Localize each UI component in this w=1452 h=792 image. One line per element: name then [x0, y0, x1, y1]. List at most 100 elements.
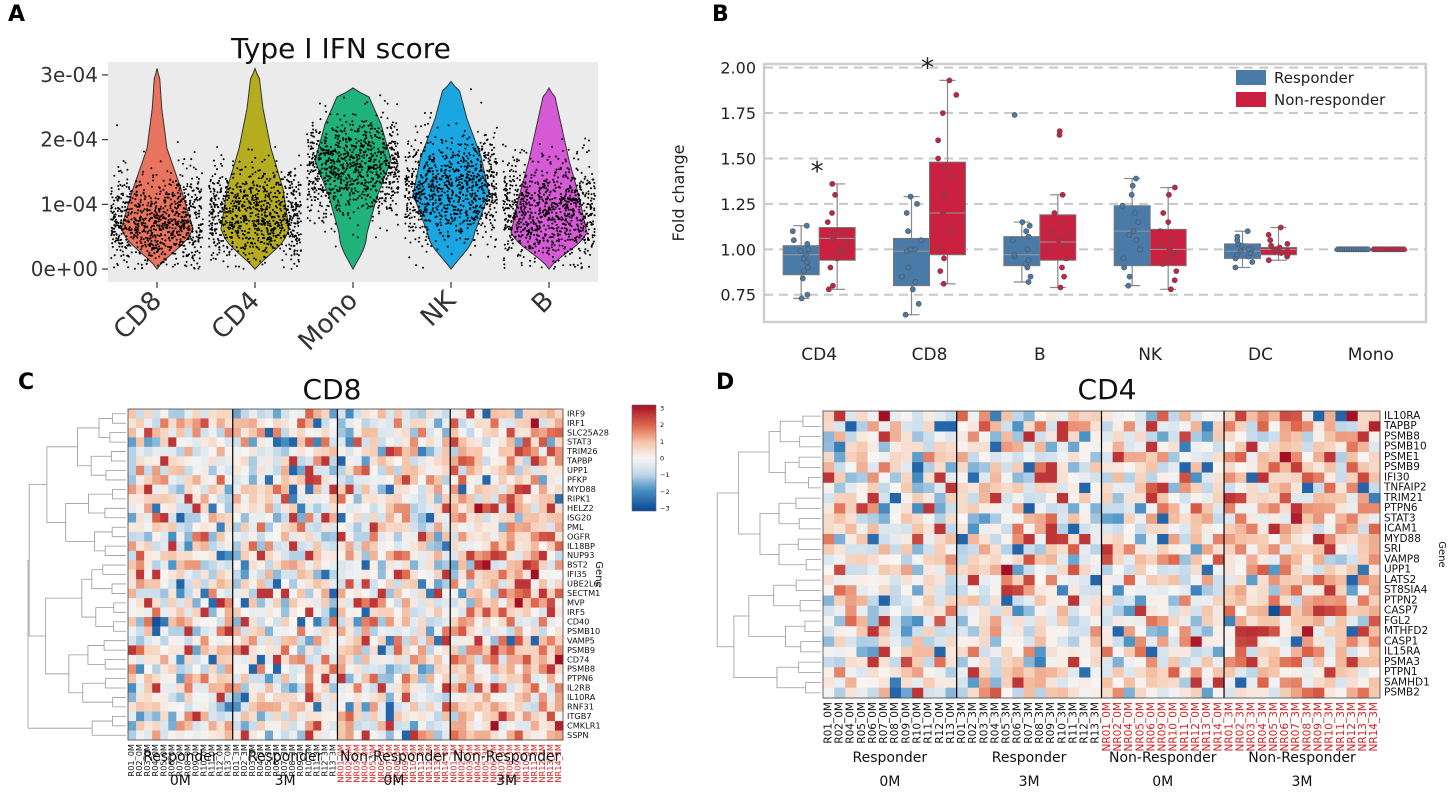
point — [421, 185, 424, 188]
point — [171, 227, 174, 230]
box-body — [1003, 236, 1041, 267]
point — [270, 216, 273, 219]
heatmap-cell — [418, 427, 427, 438]
point — [319, 204, 321, 207]
point — [366, 173, 369, 176]
point — [187, 207, 190, 210]
point — [325, 160, 328, 163]
point — [183, 192, 186, 194]
point — [177, 215, 180, 217]
point — [567, 188, 570, 190]
data-point — [1055, 237, 1062, 244]
point — [529, 246, 532, 249]
point — [512, 175, 515, 178]
point — [262, 190, 265, 193]
point — [182, 255, 185, 258]
point — [110, 204, 113, 207]
point — [118, 245, 121, 248]
point — [187, 193, 190, 196]
point — [415, 151, 418, 154]
heatmap-cell — [200, 446, 209, 457]
point — [367, 205, 370, 208]
point — [466, 214, 469, 217]
point — [502, 259, 505, 262]
point — [141, 267, 144, 269]
point — [273, 247, 276, 250]
point — [513, 180, 516, 183]
point — [534, 251, 537, 254]
point — [538, 190, 540, 193]
point — [232, 172, 235, 175]
point — [519, 151, 522, 154]
point — [544, 215, 547, 218]
point — [316, 139, 319, 142]
point — [539, 207, 541, 210]
point — [593, 185, 596, 188]
heatmap-cell — [144, 437, 153, 448]
point — [150, 229, 153, 232]
point — [446, 219, 449, 222]
point — [506, 249, 509, 252]
heatmap-cell — [297, 446, 306, 457]
point — [294, 208, 297, 211]
point — [537, 228, 540, 231]
point — [378, 150, 381, 153]
point — [164, 217, 166, 220]
point — [218, 180, 220, 182]
point — [440, 209, 443, 212]
point — [168, 222, 170, 225]
point — [267, 154, 270, 157]
point — [168, 246, 171, 249]
heatmap-cell — [401, 446, 411, 457]
point — [357, 207, 360, 210]
point — [329, 152, 332, 155]
point — [440, 202, 443, 205]
point — [512, 218, 515, 220]
point — [164, 221, 166, 224]
point — [434, 201, 437, 204]
point — [231, 200, 234, 202]
point — [152, 244, 155, 247]
point — [538, 186, 541, 189]
point — [430, 111, 433, 114]
point — [156, 234, 159, 237]
point — [407, 184, 410, 187]
point — [153, 222, 155, 224]
point — [411, 167, 414, 170]
point — [422, 231, 425, 234]
point — [566, 238, 569, 241]
point — [487, 255, 490, 258]
point — [307, 188, 310, 191]
point — [112, 238, 114, 241]
point — [366, 194, 369, 197]
point — [113, 227, 116, 230]
point — [549, 198, 552, 201]
heatmap-cell — [409, 409, 419, 419]
data-point — [912, 279, 919, 285]
point — [182, 220, 185, 223]
heatmap-cell — [450, 418, 459, 429]
point — [149, 245, 151, 248]
point — [215, 232, 217, 235]
point — [462, 174, 465, 177]
point — [213, 182, 216, 185]
point — [418, 195, 421, 198]
data-point — [1023, 228, 1030, 235]
point — [333, 167, 336, 170]
point — [347, 186, 350, 189]
point — [515, 212, 518, 215]
point — [297, 184, 300, 187]
point — [188, 241, 191, 244]
point — [208, 184, 211, 187]
point — [356, 158, 359, 161]
point — [275, 160, 278, 162]
point — [129, 244, 132, 247]
point — [345, 155, 347, 158]
point — [464, 211, 467, 214]
point — [327, 175, 330, 178]
point — [262, 234, 265, 237]
point — [333, 230, 336, 233]
point — [330, 159, 332, 162]
point — [457, 183, 460, 186]
point — [529, 264, 532, 267]
